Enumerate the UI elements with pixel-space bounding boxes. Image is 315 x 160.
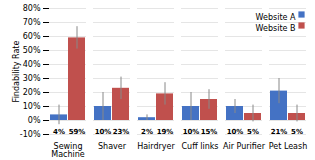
svg-text:50%: 50% bbox=[23, 46, 41, 55]
svg-text:10%: 10% bbox=[95, 128, 112, 136]
svg-text:Pet Leash: Pet Leash bbox=[269, 142, 308, 151]
svg-text:10%: 10% bbox=[227, 128, 244, 136]
svg-text:Website B: Website B bbox=[256, 24, 296, 33]
svg-text:4%: 4% bbox=[53, 128, 65, 136]
svg-text:15%: 15% bbox=[201, 128, 218, 136]
svg-text:5%: 5% bbox=[247, 128, 259, 136]
svg-text:10%: 10% bbox=[23, 102, 41, 111]
svg-text:Hairdryer: Hairdryer bbox=[137, 142, 175, 151]
svg-text:40%: 40% bbox=[23, 60, 41, 69]
svg-text:Cuff links: Cuff links bbox=[181, 142, 218, 151]
svg-text:-10%: -10% bbox=[20, 130, 41, 139]
svg-text:Findability Rate: Findability Rate bbox=[12, 41, 21, 103]
svg-text:23%: 23% bbox=[113, 128, 130, 136]
svg-text:70%: 70% bbox=[23, 18, 41, 27]
svg-text:Shaver: Shaver bbox=[98, 142, 127, 151]
svg-text:0%: 0% bbox=[28, 116, 41, 125]
svg-text:59%: 59% bbox=[69, 128, 86, 136]
svg-text:2%: 2% bbox=[141, 128, 153, 136]
svg-text:Air Purifier: Air Purifier bbox=[223, 142, 266, 151]
svg-text:5%: 5% bbox=[291, 128, 303, 136]
svg-text:60%: 60% bbox=[23, 32, 41, 41]
svg-text:10%: 10% bbox=[183, 128, 200, 136]
svg-text:30%: 30% bbox=[23, 74, 41, 83]
svg-text:SewingMachine: SewingMachine bbox=[51, 142, 85, 159]
svg-text:21%: 21% bbox=[271, 128, 288, 136]
svg-text:20%: 20% bbox=[23, 88, 41, 97]
svg-text:80%: 80% bbox=[23, 4, 41, 13]
svg-text:19%: 19% bbox=[157, 128, 174, 136]
svg-text:Website A: Website A bbox=[256, 13, 296, 22]
